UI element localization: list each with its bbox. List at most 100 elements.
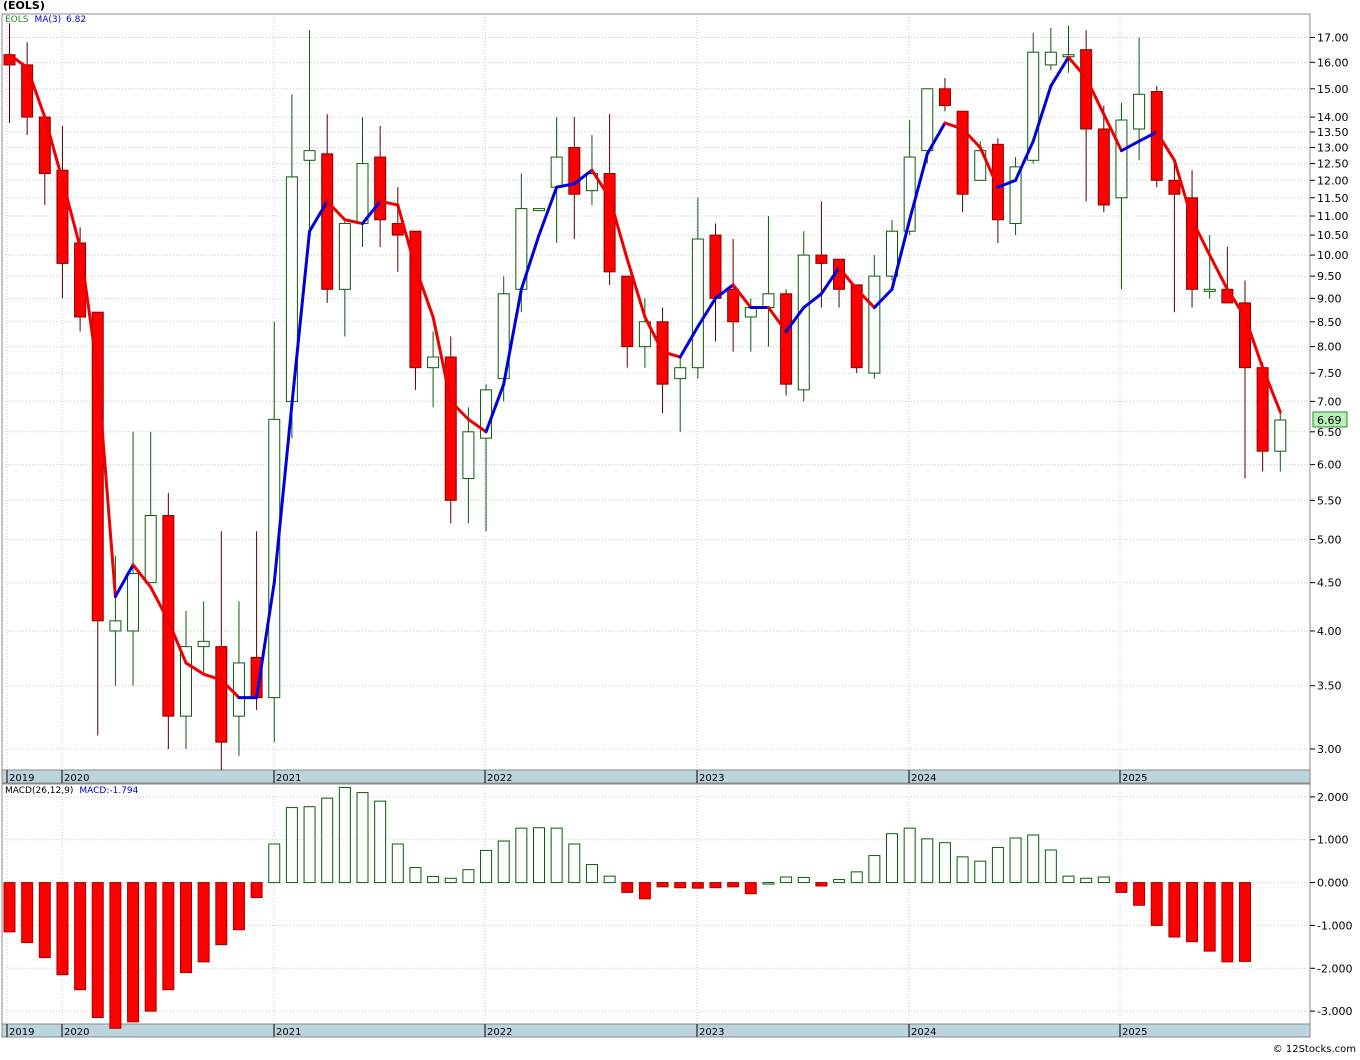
candle-body <box>1186 197 1199 290</box>
candle-body <box>674 367 687 380</box>
candle-body <box>550 156 563 188</box>
ma3-segment <box>872 287 894 310</box>
macd-bar <box>974 860 987 884</box>
macd-bar <box>1239 882 1251 962</box>
candle-body <box>1097 128 1110 206</box>
candle-body <box>338 223 351 290</box>
candle-body <box>268 418 281 699</box>
macd-tick-label: -3.000 <box>1317 1005 1352 1018</box>
macd-bar <box>621 882 634 893</box>
macd-bar <box>497 840 510 884</box>
macd-bar <box>162 882 175 991</box>
macd-tick-label: 2.000 <box>1317 791 1349 804</box>
macd-bar <box>938 842 951 884</box>
ma3-segment <box>925 121 947 156</box>
candle-body <box>1115 119 1128 199</box>
macd-bar <box>533 827 545 884</box>
ma3-segment <box>290 229 312 406</box>
ma3-segment <box>1225 287 1247 319</box>
price-tick-label: 10.50 <box>1317 229 1349 242</box>
year-label: 2020 <box>64 773 89 784</box>
price-tick-label: 6.50 <box>1317 426 1342 439</box>
ma3-segment <box>184 661 206 676</box>
ma3-segment <box>1049 55 1070 88</box>
price-tick-label: 12.00 <box>1317 174 1349 187</box>
ma3-segment <box>837 266 859 291</box>
ma3-segment <box>996 178 1018 189</box>
ma3-segment <box>8 53 29 69</box>
price-tick-label: 7.00 <box>1317 395 1342 408</box>
ma3-segment <box>890 218 912 291</box>
ma3-segment <box>361 199 382 226</box>
macd-bar <box>215 882 228 946</box>
ma3-segment <box>855 287 876 310</box>
macd-tick-label: -1.000 <box>1317 919 1352 932</box>
macd-bar <box>232 882 245 931</box>
macd-bar <box>903 827 916 884</box>
candle-body <box>1168 179 1181 195</box>
macd-bar <box>1133 882 1146 906</box>
macd-bar <box>638 882 651 900</box>
ma3-segment <box>60 178 82 249</box>
macd-bar <box>1115 882 1128 893</box>
ma3-segment <box>661 350 682 359</box>
price-tick-label: 14.00 <box>1317 111 1349 124</box>
candle-body <box>1274 419 1287 452</box>
price-legend: EOLS MA(3) 6.82 <box>5 15 86 25</box>
price-tick-label: 4.50 <box>1317 577 1342 590</box>
ma3-segment <box>1031 84 1053 143</box>
candle-body <box>197 640 210 648</box>
macd-bar <box>38 882 51 959</box>
ma3-segment <box>1014 139 1035 182</box>
ma3-segment <box>113 563 135 599</box>
year-label: 2022 <box>487 1027 512 1038</box>
candle-body <box>727 288 740 323</box>
last-price-box <box>1312 411 1348 428</box>
macd-bar <box>709 882 722 889</box>
candle-body <box>603 173 616 273</box>
macd-tick-label: -2.000 <box>1317 962 1352 975</box>
ma3-segment <box>802 292 823 310</box>
candle-body <box>568 146 581 195</box>
credit-text: © 12Stocks.com <box>1272 1044 1356 1055</box>
macd-bar <box>797 876 810 884</box>
ma3-segment <box>1084 76 1106 116</box>
price-tick-label: 13.50 <box>1317 126 1349 139</box>
last-price-label: 6.69 <box>1317 414 1342 427</box>
ma3-segment <box>1119 139 1141 153</box>
macd-x-axis <box>1 1023 1311 1038</box>
candle-body <box>427 356 440 369</box>
year-label: 2020 <box>64 1027 89 1038</box>
ma3-segment <box>678 325 700 359</box>
candle-body <box>374 156 387 221</box>
price-tick-label: 15.00 <box>1317 83 1349 96</box>
candle-body <box>144 515 157 584</box>
macd-bar <box>56 882 69 976</box>
ma3-segment <box>961 127 982 149</box>
price-x-axis <box>1 769 1311 784</box>
price-tick-label: 3.50 <box>1317 680 1342 693</box>
ma3-segment <box>325 199 347 222</box>
macd-legend: MACD(26,12,9) MACD:-1.794 <box>5 786 138 796</box>
price-tick-label: 3.00 <box>1317 743 1342 756</box>
candle-body <box>850 284 863 369</box>
macd-bar <box>550 827 563 884</box>
candle-body <box>886 230 898 277</box>
macd-bar <box>180 882 192 974</box>
ma3-segment <box>1155 130 1176 162</box>
candle-body <box>621 275 634 348</box>
candle-body <box>956 110 969 195</box>
price-tick-label: 6.00 <box>1317 459 1342 472</box>
candle-body <box>1027 51 1040 161</box>
candle-body <box>109 620 122 632</box>
candle-body <box>462 431 475 480</box>
legend-ma-value: 6.82 <box>66 15 87 25</box>
ma3-segment <box>555 182 576 189</box>
ma3-segment <box>343 218 364 226</box>
macd-bar <box>303 806 316 884</box>
ma3-segment <box>272 402 294 585</box>
candle-body <box>444 356 457 501</box>
candle-body <box>1044 51 1057 66</box>
macd-bar <box>515 827 528 884</box>
